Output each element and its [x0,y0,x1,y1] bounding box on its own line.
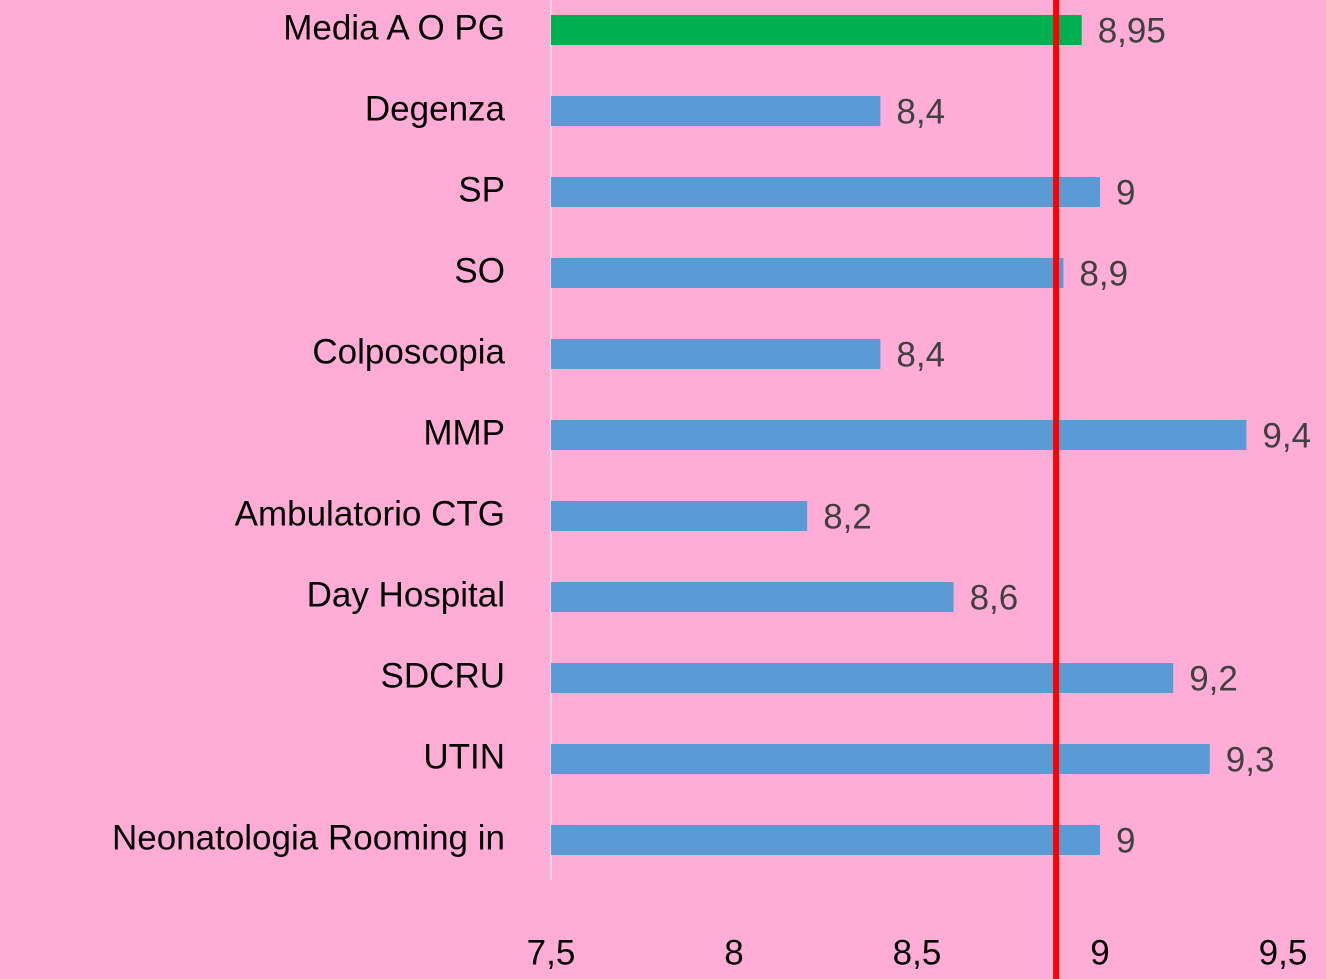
category-label: UTIN [423,737,505,776]
category-label: SDCRU [381,656,505,695]
value-label: 8,2 [823,497,872,536]
category-label: Media A O PG [283,8,505,47]
bar [551,501,808,531]
category-label: SP [458,170,505,209]
value-label: 8,6 [970,578,1019,617]
x-tick-label: 8 [724,933,743,972]
value-label: 9,4 [1262,416,1311,455]
bar [551,582,954,612]
bar [551,744,1210,774]
value-label: 9,3 [1226,740,1275,779]
category-label: Ambulatorio CTG [235,494,505,533]
bar [551,663,1174,693]
bar [551,96,881,126]
bar [551,825,1100,855]
x-tick-label: 7,5 [527,933,576,972]
category-label: MMP [423,413,505,452]
bar [551,339,881,369]
value-label: 8,4 [896,335,945,374]
bar [551,15,1082,45]
bar [551,177,1100,207]
x-tick-label: 9,5 [1259,933,1308,972]
category-label: SO [454,251,505,290]
value-label: 8,95 [1098,11,1166,50]
value-label: 9 [1116,821,1135,860]
category-label: Neonatologia Rooming in [112,818,505,857]
category-label: Colposcopia [312,332,505,371]
category-label: Degenza [365,89,506,128]
bar [551,258,1064,288]
value-label: 9,2 [1189,659,1238,698]
value-label: 8,4 [896,92,945,131]
value-label: 8,9 [1079,254,1128,293]
value-label: 9 [1116,173,1135,212]
bar [551,420,1247,450]
x-tick-label: 8,5 [893,933,942,972]
x-tick-label: 9 [1090,933,1109,972]
category-label: Day Hospital [307,575,505,614]
